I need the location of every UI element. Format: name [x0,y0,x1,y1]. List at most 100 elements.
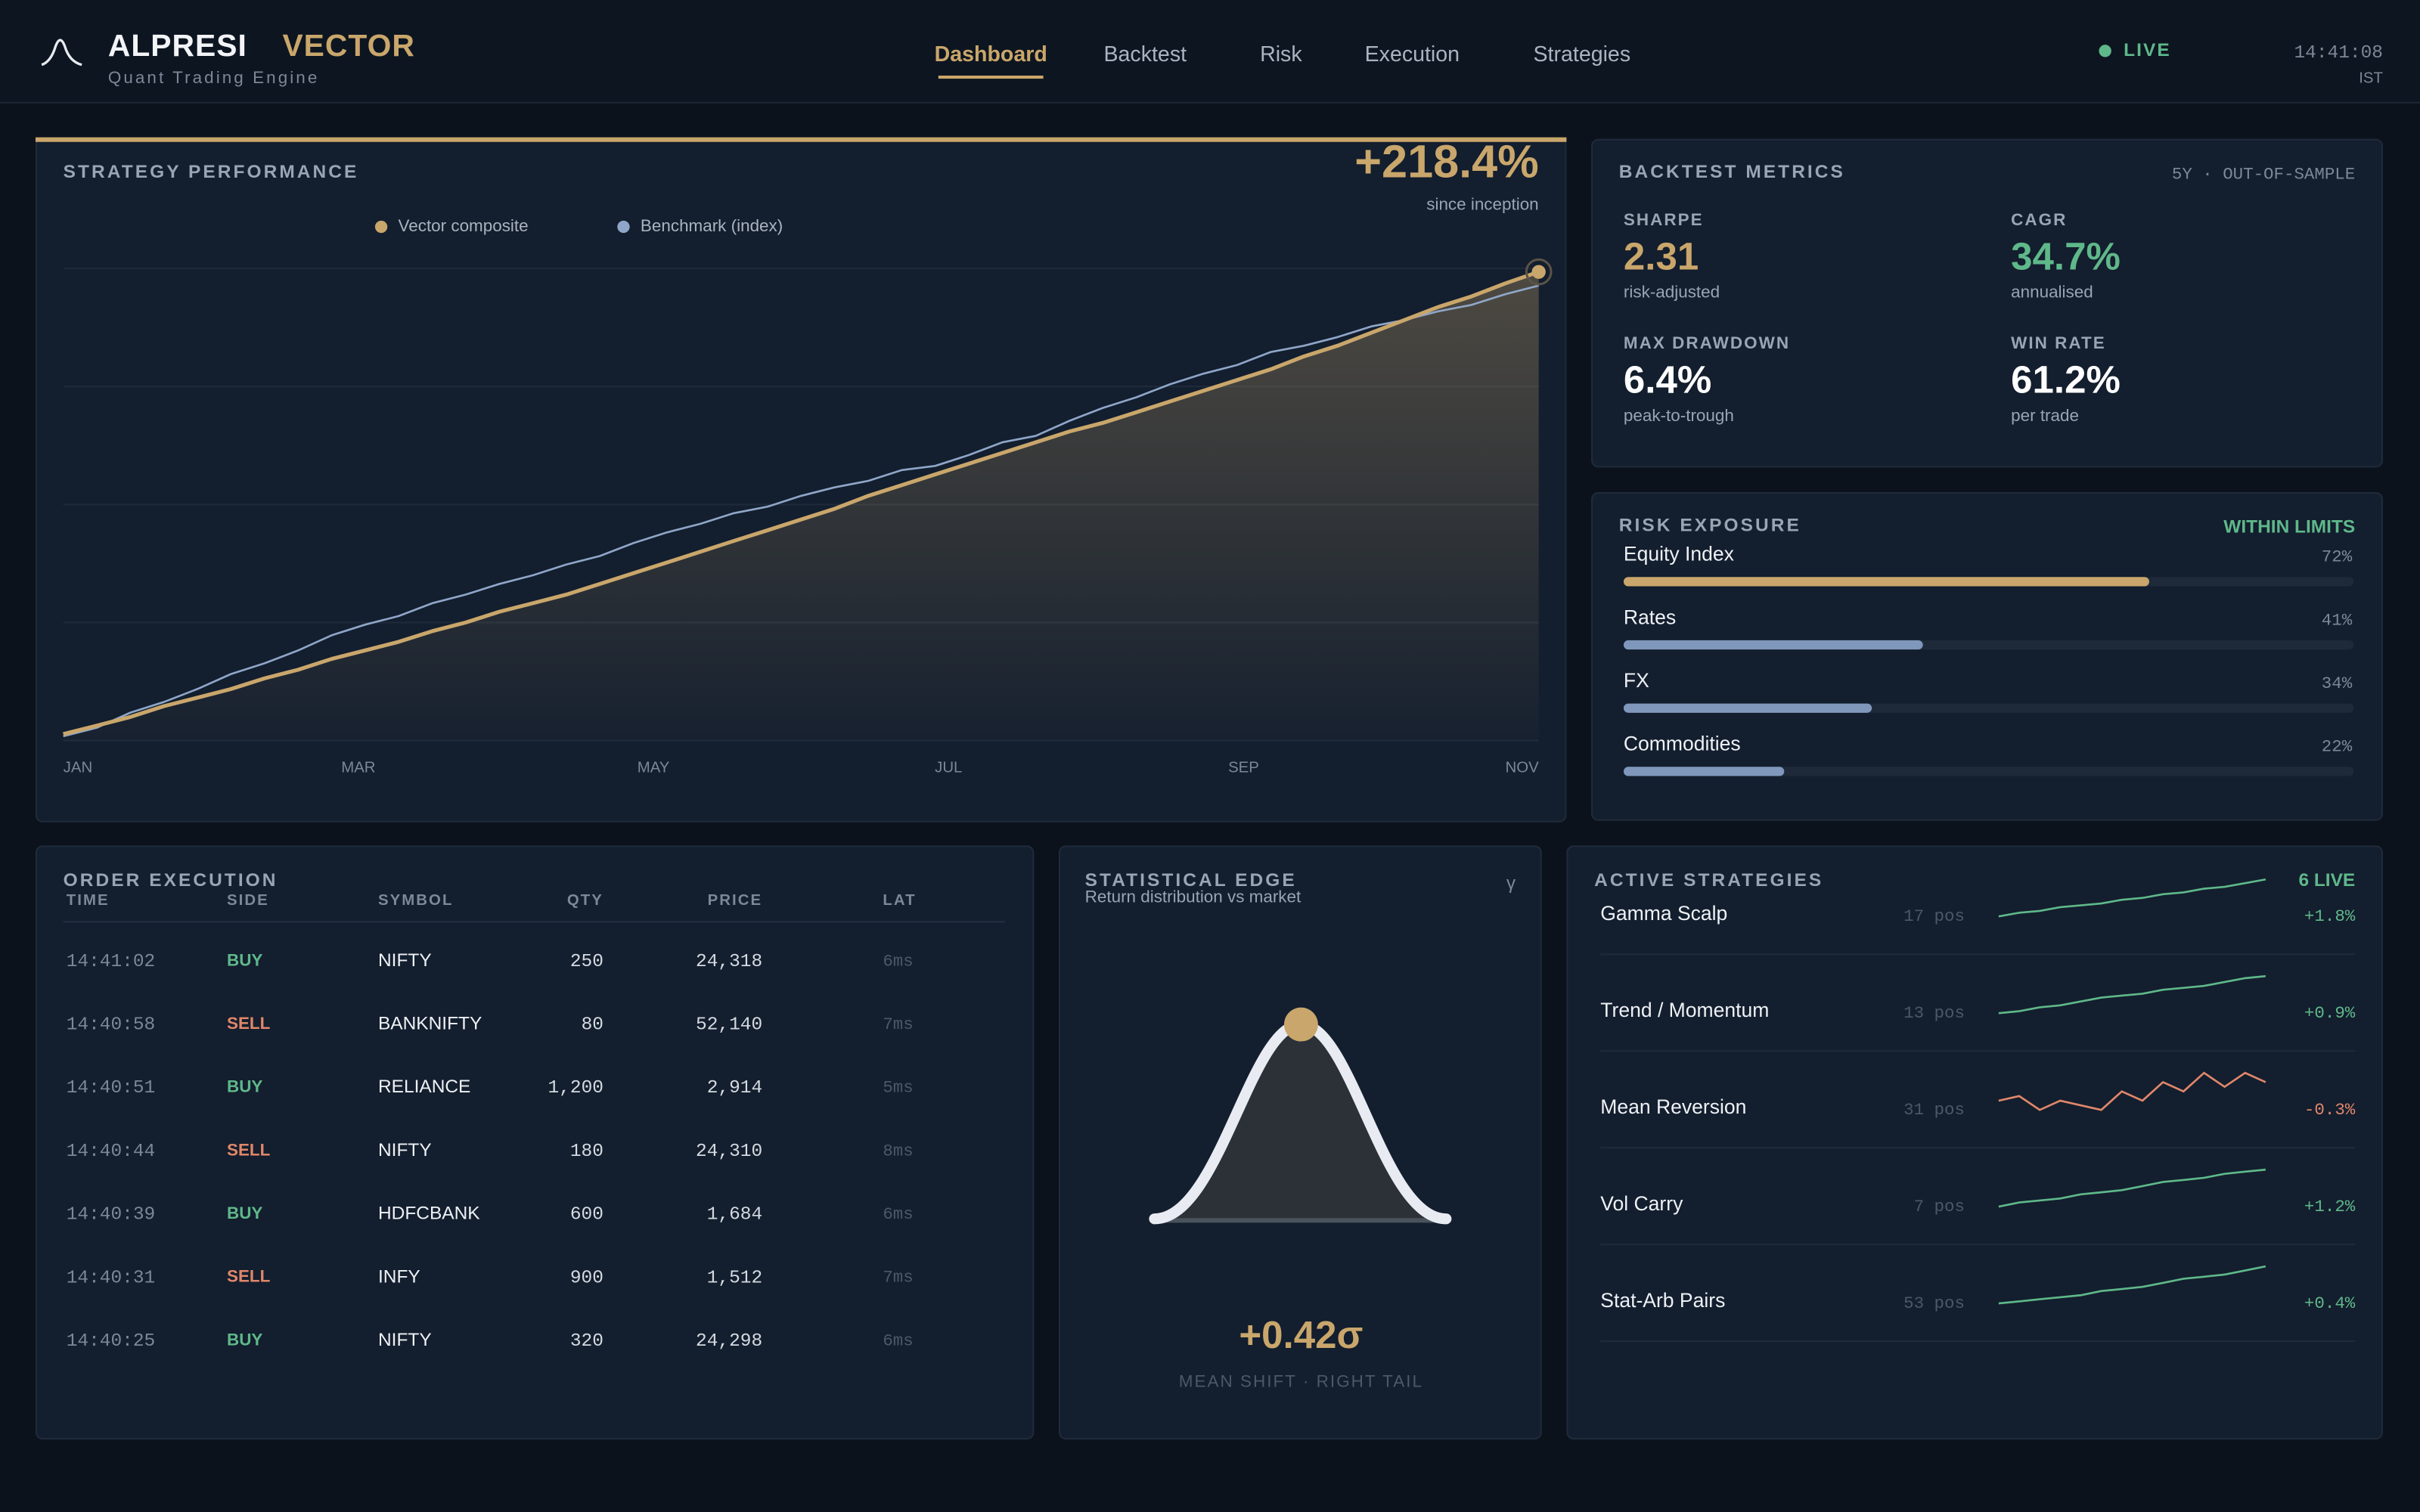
order-symbol: BANKNIFTY [378,1014,482,1034]
bell-fill [1154,1024,1447,1219]
nav-underline [938,75,1044,79]
order-time: 14:40:44 [67,1142,155,1162]
nav-item[interactable]: Backtest [1104,42,1187,67]
panel-orders [35,845,1035,1440]
strategy-positions: 53 pos [1903,1294,1965,1313]
timezone: IST [2359,70,2383,86]
sparkline [1998,1168,2266,1208]
metrics-window: 5Y · OUT-OF-SAMPLE [2172,165,2355,184]
order-side: SELL [227,1267,271,1286]
metric-value: 34.7% [2011,234,2121,277]
nav-item[interactable]: Risk [1260,42,1302,67]
strategy-change: +0.9% [2304,1003,2356,1023]
end-ring [1525,258,1553,286]
series-line [63,270,1540,736]
nav-item[interactable]: Dashboard [935,42,1047,67]
panel-title: STRATEGY PERFORMANCE [64,162,359,182]
order-price: 2,914 [707,1078,762,1098]
edge-symbol: γ [1506,873,1516,894]
order-price: 1,512 [707,1268,762,1288]
x-tick-label: JUL [935,760,962,776]
order-latency: 5ms [883,1078,913,1098]
order-price: 24,310 [696,1142,762,1162]
strategy-positions: 31 pos [1903,1100,1965,1120]
product: VECTOR [282,28,414,63]
metric-value: 61.2% [2011,358,2121,401]
edge-subtitle: Return distribution vs market [1085,888,1302,906]
order-time: 14:40:25 [67,1331,155,1352]
nav-item[interactable]: Strategies [1534,42,1631,67]
headline: +218.4% [1354,136,1538,187]
risk-value: 34% [2322,674,2353,693]
strategy-change: +1.8% [2304,906,2356,926]
nav-item[interactable]: Execution [1365,42,1460,67]
x-tick-label: MAY [638,760,670,776]
metric-note: peak-to-trough [1624,406,1734,425]
order-time: 14:40:51 [67,1078,155,1098]
clock: 14:41:08 [2294,43,2383,64]
x-tick-label: SEP [1228,760,1259,776]
legend-swatch [617,220,630,234]
order-symbol: HDFCBANK [378,1204,480,1224]
order-symbol: INFY [378,1266,420,1287]
panel-title: ACTIVE STRATEGIES [1594,870,1823,891]
strategy-positions: 17 pos [1903,906,1965,926]
order-latency: 6ms [883,1331,913,1350]
order-latency: 8ms [883,1141,913,1160]
strategy-name: Mean Reversion [1600,1095,1746,1118]
order-time: 14:40:58 [67,1015,155,1036]
x-tick-label: NOV [1505,760,1539,776]
risk-bar [1623,703,1872,713]
risk-value: 22% [2322,737,2353,757]
legend-label: Benchmark (index) [641,216,783,235]
series-line [63,284,1540,738]
live-dot [2099,45,2111,57]
order-qty: 900 [570,1268,603,1288]
strategy-name: Trend / Momentum [1600,999,1769,1021]
end-marker [1531,265,1546,279]
metric-label: MAX DRAWDOWN [1624,333,1790,352]
order-side: BUY [227,1330,262,1349]
panel-strategies [1566,845,2383,1440]
legend-label: Vector composite [399,216,529,235]
brand: ALPRESI [108,28,247,63]
metric-note: annualised [2011,283,2093,302]
panel-title: RISK EXPOSURE [1619,515,1801,535]
order-time: 14:41:02 [67,952,155,972]
order-symbol: RELIANCE [378,1077,470,1097]
x-tick-label: JAN [64,760,93,776]
order-side: BUY [227,1077,262,1096]
strategy-name: Gamma Scalp [1600,902,1727,925]
order-side: BUY [227,1204,262,1222]
order-symbol: NIFTY [378,1330,432,1350]
tagline: Quant Trading Engine [108,68,320,87]
risk-bar [1623,577,2149,587]
risk-status: WITHIN LIMITS [2223,516,2355,537]
headline-note: since inception [1426,194,1538,213]
risk-bar [1623,767,1785,776]
order-price: 1,684 [707,1205,762,1225]
column-header: QTY [567,892,603,909]
order-symbol: NIFTY [378,1140,432,1160]
metric-value: 2.31 [1624,234,1699,277]
order-side: SELL [227,1140,271,1159]
order-latency: 6ms [883,1204,913,1224]
risk-name: FX [1624,669,1649,692]
area-fill [63,271,1539,741]
sparkline [1998,1071,2266,1111]
strategy-name: Stat-Arb Pairs [1600,1289,1725,1312]
metric-note: risk-adjusted [1624,283,1720,302]
edge-caption: MEAN SHIFT · RIGHT TAIL [1179,1371,1423,1390]
order-qty: 250 [570,952,603,972]
column-header: TIME [67,892,110,909]
column-header: SYMBOL [378,892,453,909]
metric-label: CAGR [2011,210,2067,229]
bell-peak [1283,1007,1318,1042]
panel-title: BACKTEST METRICS [1619,162,1845,182]
order-price: 24,298 [696,1331,762,1352]
order-latency: 7ms [883,1015,913,1034]
order-side: BUY [227,950,262,969]
strategy-change: +1.2% [2304,1197,2356,1216]
order-qty: 80 [582,1015,603,1036]
